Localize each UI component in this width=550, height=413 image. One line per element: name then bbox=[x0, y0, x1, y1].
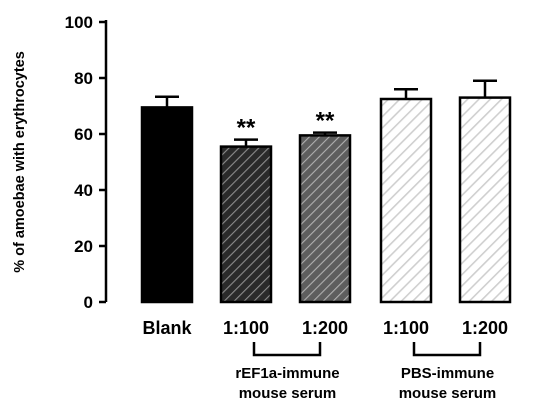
group-label-line2: mouse serum bbox=[239, 385, 337, 402]
bar-2 bbox=[298, 134, 352, 304]
bar-1 bbox=[219, 145, 273, 304]
group-brackets: rEF1a-immune mouse serum PBS-immune mouse s… bbox=[235, 342, 496, 402]
x-tick-label: Blank bbox=[142, 318, 192, 338]
bar-4 bbox=[458, 96, 512, 304]
significance-label: ** bbox=[237, 115, 256, 142]
group-label-line1: PBS-immune bbox=[401, 365, 494, 382]
y-tick-label: 100 bbox=[65, 13, 93, 32]
x-tick-label: 1:100 bbox=[383, 318, 429, 338]
y-tick-label: 20 bbox=[74, 237, 93, 256]
x-tick-label: 1:200 bbox=[302, 318, 348, 338]
y-tick-label: 0 bbox=[84, 293, 93, 312]
bar-0 bbox=[140, 106, 194, 304]
group-label-line1: rEF1a-immune bbox=[235, 365, 339, 382]
group-bracket bbox=[412, 342, 482, 357]
y-tick-label: 40 bbox=[74, 181, 93, 200]
y-tick-label: 80 bbox=[74, 69, 93, 88]
group-label-line2: mouse serum bbox=[399, 385, 497, 402]
y-ticks: 0 20 40 60 80 100 bbox=[65, 13, 106, 312]
group-bracket bbox=[252, 342, 322, 357]
y-tick-label: 60 bbox=[74, 125, 93, 144]
bar-3 bbox=[379, 97, 433, 304]
x-tick-label: 1:200 bbox=[462, 318, 508, 338]
x-tick-label: 1:100 bbox=[223, 318, 269, 338]
y-axis-label: % of amoebae with erythrocytes bbox=[12, 51, 28, 273]
significance-label: ** bbox=[316, 108, 335, 135]
x-tick-labels: Blank 1:100 1:200 1:100 1:200 bbox=[142, 318, 508, 338]
bars: ** ** bbox=[140, 79, 512, 304]
y-axis: 0 20 40 60 80 100 bbox=[65, 13, 108, 312]
